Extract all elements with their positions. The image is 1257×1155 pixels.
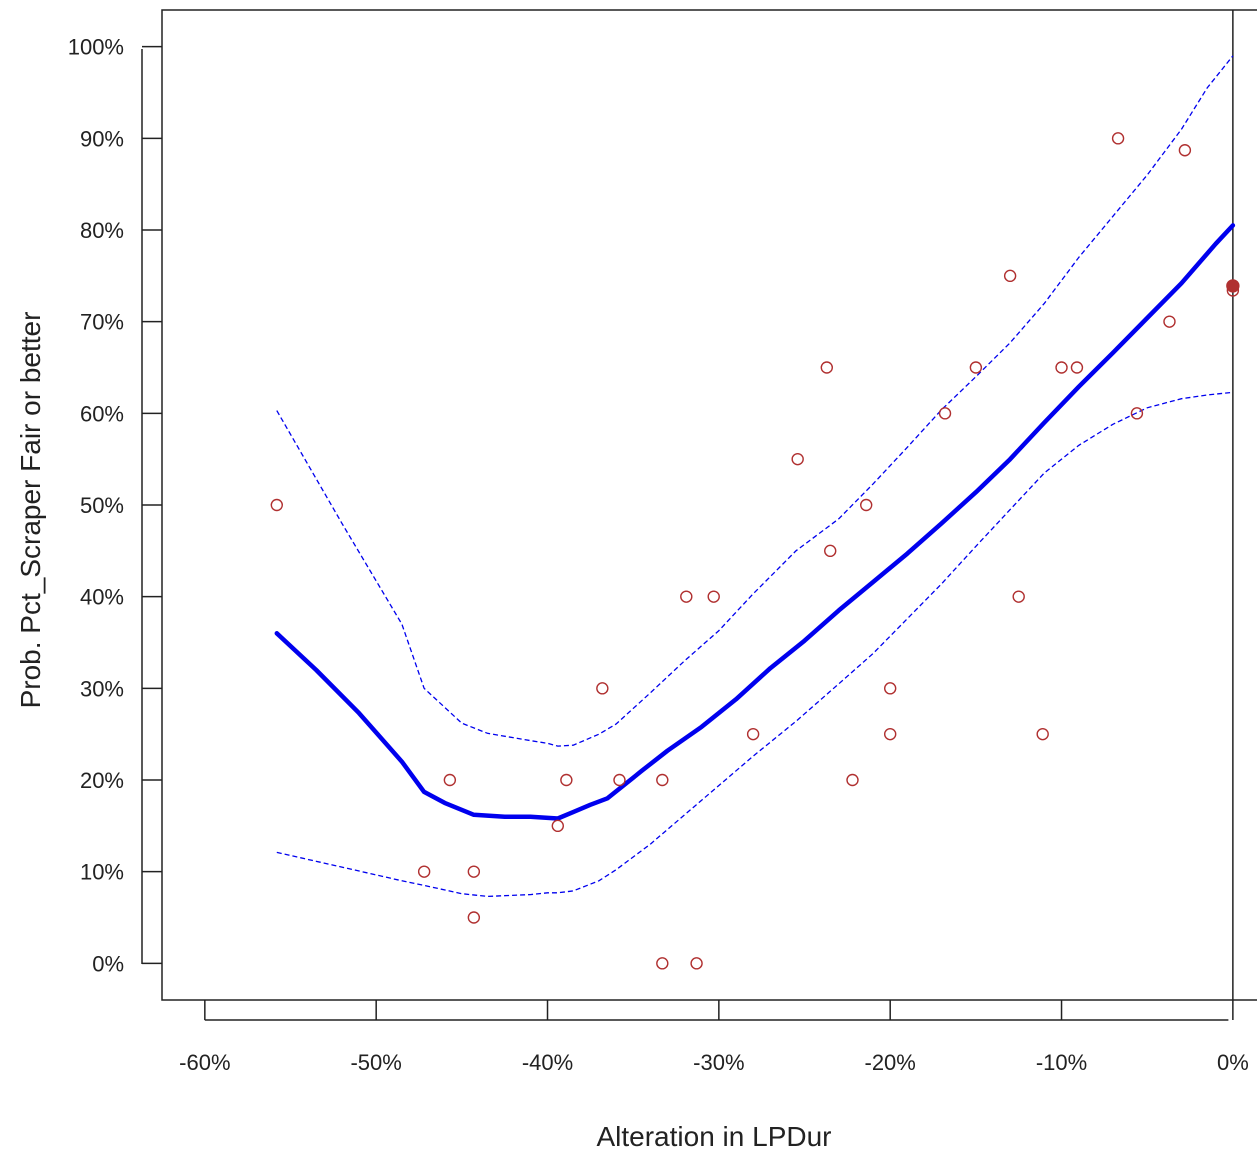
data-point xyxy=(1012,590,1025,603)
data-point xyxy=(824,544,837,558)
data-point xyxy=(443,773,457,787)
y-tick-label: 0% xyxy=(92,951,124,976)
data-point xyxy=(270,498,283,512)
data-point xyxy=(820,361,833,374)
x-tick-label: -50% xyxy=(350,1050,401,1075)
data-point xyxy=(467,865,481,878)
data-point xyxy=(1070,361,1084,374)
ci-lower-line xyxy=(276,391,1233,898)
y-axis: 0% 10% 20% 30% 40% 50% 60% 70% 80% 90% 100% xyxy=(68,35,162,976)
data-point xyxy=(1130,407,1144,420)
data-point xyxy=(883,727,897,741)
data-point xyxy=(1055,361,1068,374)
x-tick-label: -40% xyxy=(522,1050,573,1075)
data-point xyxy=(656,773,669,787)
data-point xyxy=(1036,727,1049,741)
data-point xyxy=(846,773,859,787)
y-tick-label: 80% xyxy=(80,218,124,243)
ci-upper-line xyxy=(276,55,1234,747)
y-tick-label: 40% xyxy=(80,585,124,610)
ci-band xyxy=(276,55,1234,898)
x-tick-label: -20% xyxy=(865,1050,916,1075)
x-tick-label: -10% xyxy=(1036,1050,1087,1075)
x-axis: -60% -50% -40% -30% -20% -10% 0% xyxy=(179,1000,1249,1075)
data-point xyxy=(680,590,693,603)
data-point xyxy=(613,773,626,787)
data-point xyxy=(860,498,873,512)
data-point xyxy=(938,407,952,420)
data-point xyxy=(883,682,897,695)
x-axis-title: Alteration in LPDur xyxy=(596,1121,831,1152)
data-point xyxy=(746,727,760,741)
data-point xyxy=(560,773,573,787)
data-point xyxy=(791,452,804,466)
y-tick-label: 10% xyxy=(80,860,124,885)
fit-line-group xyxy=(274,223,1236,821)
data-point xyxy=(969,361,983,374)
data-point xyxy=(417,865,431,878)
x-tick-label: -60% xyxy=(179,1050,230,1075)
y-tick-label: 60% xyxy=(80,401,124,426)
y-tick-label: 90% xyxy=(80,126,124,151)
y-axis-title: Prob. Pct_Scraper Fair or better xyxy=(15,312,46,709)
x-tick-label: -30% xyxy=(693,1050,744,1075)
data-point xyxy=(690,957,703,970)
data-points xyxy=(270,132,1240,970)
data-point xyxy=(551,819,564,833)
highlight-point xyxy=(1226,279,1240,293)
y-tick-label: 70% xyxy=(80,310,124,335)
data-point xyxy=(596,682,609,695)
data-point xyxy=(1111,132,1125,145)
y-tick-label: 20% xyxy=(80,768,124,793)
data-point xyxy=(1163,315,1176,328)
data-point xyxy=(467,911,481,924)
x-tick-label: 0% xyxy=(1217,1050,1249,1075)
data-point xyxy=(707,590,720,603)
y-tick-label: 50% xyxy=(80,493,124,518)
y-tick-label: 100% xyxy=(68,35,124,60)
y-tick-label: 30% xyxy=(80,676,124,701)
data-point xyxy=(656,957,669,970)
data-point xyxy=(1003,269,1017,283)
fit-line xyxy=(274,223,1236,821)
data-point xyxy=(1178,144,1192,157)
